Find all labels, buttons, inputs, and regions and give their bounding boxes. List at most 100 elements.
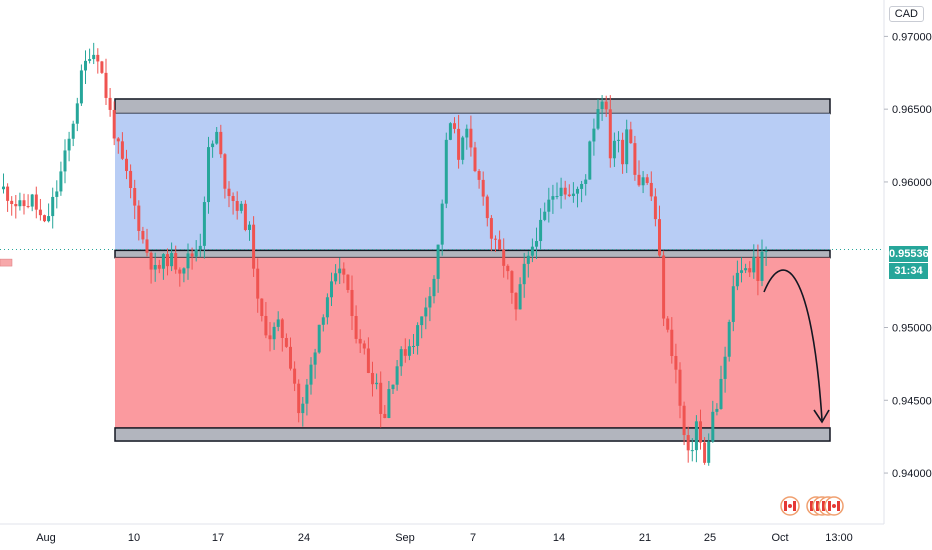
candle-body bbox=[494, 238, 497, 240]
candle-body bbox=[379, 382, 383, 414]
candle-body bbox=[670, 329, 674, 356]
candle-body bbox=[485, 196, 489, 219]
candle-body bbox=[715, 408, 719, 412]
canada-flag-icon[interactable] bbox=[824, 496, 844, 516]
time-tick-label: 21 bbox=[639, 532, 651, 544]
candle-body bbox=[748, 268, 752, 273]
band-2 bbox=[114, 249, 831, 259]
candle-body bbox=[112, 109, 116, 139]
candle-body bbox=[301, 403, 305, 414]
countdown-timer: 31:34 bbox=[889, 263, 928, 279]
time-tick-label: 13:00 bbox=[825, 532, 853, 544]
candle-body bbox=[735, 272, 739, 287]
candle-body bbox=[10, 200, 14, 205]
candle-body bbox=[325, 297, 329, 318]
candle-body bbox=[63, 150, 67, 172]
candle-body bbox=[391, 384, 395, 390]
candle-body bbox=[547, 199, 551, 212]
candle-body bbox=[182, 268, 186, 274]
candle-body bbox=[186, 253, 190, 269]
candle-body bbox=[166, 254, 169, 267]
candle-body bbox=[682, 405, 686, 436]
candle-body bbox=[358, 338, 362, 344]
band-0 bbox=[114, 98, 831, 115]
candle-body bbox=[633, 143, 637, 175]
candle-body bbox=[170, 253, 174, 267]
candle-body bbox=[760, 251, 764, 281]
candle-body bbox=[625, 129, 629, 165]
candle-body bbox=[22, 200, 26, 207]
candle-body bbox=[551, 196, 555, 200]
candle-body bbox=[260, 298, 264, 316]
candle-body bbox=[571, 193, 575, 197]
currency-badge[interactable]: CAD bbox=[888, 6, 924, 22]
candle-body bbox=[231, 196, 235, 202]
candle-body bbox=[395, 366, 399, 385]
candle-body bbox=[731, 286, 735, 322]
candle-body bbox=[563, 187, 567, 195]
candle-body bbox=[428, 296, 432, 308]
candle-body bbox=[629, 129, 633, 144]
price-tick-label: 0.97000 bbox=[892, 31, 932, 43]
time-tick-label: Aug bbox=[36, 532, 56, 544]
candle-body bbox=[604, 101, 608, 110]
price-axis: 0.97000 0.96500 0.96000 0.95000 0.94500 0.940… bbox=[884, 31, 932, 480]
candle-body bbox=[481, 179, 485, 197]
candle-body bbox=[752, 256, 756, 273]
candle-body bbox=[96, 54, 100, 62]
candle-body bbox=[334, 273, 338, 282]
time-tick-label: 17 bbox=[212, 532, 224, 544]
candle-body bbox=[75, 103, 79, 124]
candle-body bbox=[584, 179, 588, 184]
time-tick-label: Sep bbox=[395, 532, 415, 544]
price-tick-label: 0.94500 bbox=[892, 395, 932, 407]
time-tick-label: 14 bbox=[553, 532, 565, 544]
candle-body bbox=[444, 139, 448, 204]
candle-body bbox=[518, 284, 522, 310]
candle-body bbox=[448, 123, 452, 140]
candle-body bbox=[407, 346, 411, 356]
candle-body bbox=[617, 139, 620, 141]
events-layer bbox=[780, 496, 844, 516]
candle-body bbox=[473, 147, 477, 172]
candle-body bbox=[125, 158, 128, 171]
candle-body bbox=[330, 281, 333, 298]
candle-body bbox=[227, 188, 231, 197]
candle-body bbox=[498, 239, 502, 250]
annotation-layer bbox=[763, 269, 830, 424]
candle-body bbox=[723, 356, 727, 379]
candle-body bbox=[658, 219, 661, 256]
candle-body bbox=[371, 372, 374, 385]
candle-body bbox=[219, 131, 223, 155]
candle-body bbox=[248, 224, 251, 230]
price-tick-label: 0.96500 bbox=[892, 104, 932, 116]
candle-body bbox=[79, 70, 83, 104]
candle-body bbox=[198, 245, 202, 250]
candle-body bbox=[707, 441, 711, 463]
candle-body bbox=[215, 131, 219, 144]
candle-body bbox=[141, 230, 145, 240]
candle-body bbox=[375, 382, 379, 385]
projection-arrowhead bbox=[813, 409, 830, 424]
candle-body bbox=[641, 177, 645, 186]
candle-body bbox=[243, 203, 247, 230]
canada-flag-icon[interactable] bbox=[780, 496, 800, 516]
time-tick-label: Oct bbox=[771, 532, 788, 544]
candle-body bbox=[321, 317, 325, 325]
candle-body bbox=[740, 270, 743, 273]
candle-body bbox=[153, 264, 157, 270]
candle-body bbox=[694, 421, 698, 451]
candle-body bbox=[67, 138, 71, 151]
candle-body bbox=[526, 255, 530, 264]
candle-body bbox=[530, 246, 534, 256]
candle-body bbox=[350, 289, 354, 317]
candle-body bbox=[47, 216, 51, 222]
candle-body bbox=[293, 368, 297, 384]
candle-body bbox=[756, 256, 760, 281]
candle-body bbox=[145, 239, 149, 253]
current-price-label: 0.95536 bbox=[889, 246, 929, 262]
candle-body bbox=[55, 191, 59, 197]
candle-body bbox=[174, 253, 178, 270]
candle-body bbox=[588, 141, 592, 180]
